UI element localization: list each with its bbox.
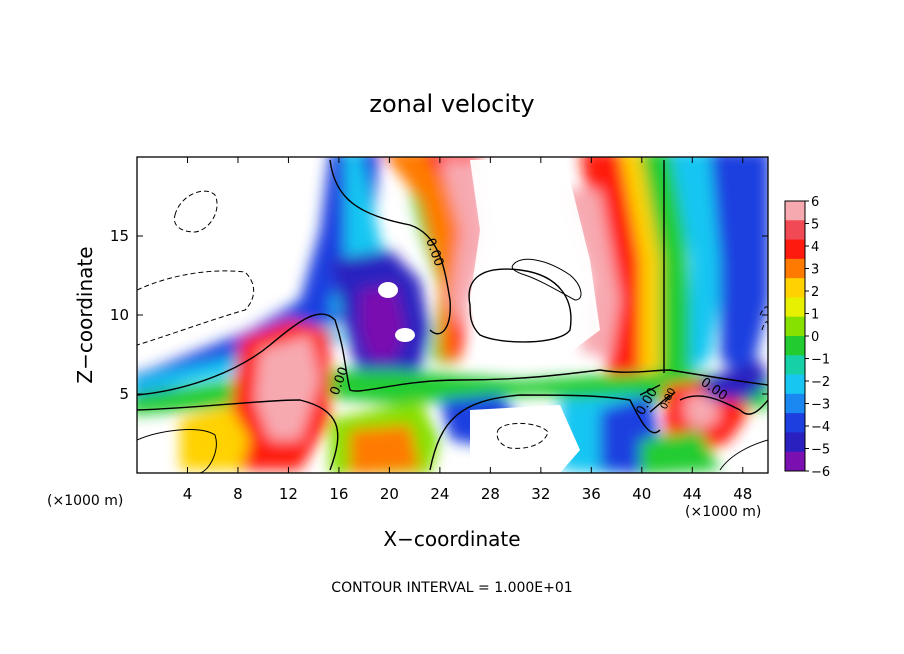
colorbar-swatch bbox=[785, 239, 805, 260]
contour-interval-note: CONTOUR INTERVAL = 1.000E+01 bbox=[331, 580, 572, 596]
x-tick-label: 20 bbox=[380, 485, 399, 503]
colorbar-swatch bbox=[785, 297, 805, 318]
colorbar-label: 2 bbox=[811, 285, 819, 300]
colorbar-label: 5 bbox=[811, 218, 819, 233]
plot-area bbox=[137, 157, 768, 473]
y-tick-label: 5 bbox=[119, 385, 129, 403]
x-axis-label: X−coordinate bbox=[383, 527, 520, 551]
colorbar-swatch bbox=[785, 201, 805, 221]
colorbar-label: −1 bbox=[811, 353, 830, 368]
x-tick-label: 24 bbox=[430, 485, 449, 503]
x-tick-label: 44 bbox=[683, 485, 702, 503]
colorbar-label: 0 bbox=[811, 330, 819, 345]
colorbar-swatch bbox=[785, 258, 805, 279]
x-axis-ticks: 4 8 12 16 20 24 28 32 36 40 44 48 bbox=[183, 157, 752, 503]
colorbar-label: 1 bbox=[811, 308, 819, 323]
x-tick-label: 36 bbox=[582, 485, 601, 503]
colorbar-label: −4 bbox=[811, 420, 830, 435]
colorbar-swatch bbox=[785, 278, 805, 298]
y-axis-ticks: 5 10 15 bbox=[110, 227, 768, 403]
colorbar-label: −6 bbox=[811, 465, 830, 480]
y-axis-label: Z−coordinate bbox=[73, 246, 97, 383]
velocity-field bbox=[137, 157, 768, 473]
colorbar-label: −3 bbox=[811, 398, 830, 413]
x-tick-label: 32 bbox=[531, 485, 550, 503]
colorbar-swatch bbox=[785, 374, 805, 395]
colorbar: 6 5 4 3 2 1 0 −1 −2 −3 −4 −5 −6 bbox=[784, 195, 830, 480]
colorbar-label: 4 bbox=[811, 240, 819, 255]
y-tick-label: 15 bbox=[110, 227, 129, 245]
colorbar-swatch bbox=[785, 432, 805, 453]
x-axis-unit-left: (×1000 m) bbox=[47, 493, 123, 509]
colorbar-swatch bbox=[785, 220, 805, 241]
colorbar-swatch bbox=[785, 393, 805, 414]
x-tick-label: 4 bbox=[183, 485, 193, 503]
colorbar-label: −2 bbox=[811, 375, 830, 390]
dashed-contours bbox=[137, 190, 768, 449]
colorbar-label: 3 bbox=[811, 263, 819, 278]
x-tick-label: 8 bbox=[233, 485, 243, 503]
colorbar-swatch bbox=[785, 316, 805, 337]
x-axis-unit-right: (×1000 m) bbox=[685, 504, 761, 520]
colorbar-swatch bbox=[785, 451, 805, 472]
colorbar-label: 6 bbox=[811, 195, 819, 210]
colorbar-label: −5 bbox=[811, 443, 830, 458]
colorbar-swatch bbox=[785, 413, 805, 433]
colorbar-swatch bbox=[785, 336, 805, 356]
x-tick-label: 28 bbox=[481, 485, 500, 503]
x-tick-label: 48 bbox=[733, 485, 752, 503]
colorbar-swatch bbox=[785, 355, 805, 376]
y-tick-label: 10 bbox=[110, 306, 129, 324]
x-tick-label: 12 bbox=[279, 485, 298, 503]
x-tick-label: 40 bbox=[632, 485, 651, 503]
contour-lines bbox=[137, 159, 768, 473]
x-tick-label: 16 bbox=[329, 485, 348, 503]
chart-title: zonal velocity bbox=[369, 90, 534, 118]
